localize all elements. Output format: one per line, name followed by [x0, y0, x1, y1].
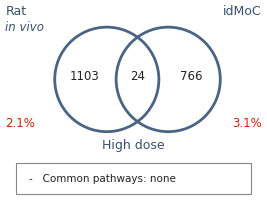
- Text: 1103: 1103: [69, 70, 99, 82]
- Text: 3.1%: 3.1%: [232, 117, 262, 129]
- Text: -   Common pathways: none: - Common pathways: none: [29, 173, 176, 183]
- Text: High dose: High dose: [102, 139, 165, 151]
- Text: in vivo: in vivo: [5, 21, 44, 34]
- Text: idMoC: idMoC: [223, 5, 262, 18]
- FancyBboxPatch shape: [16, 163, 251, 194]
- Text: 24: 24: [130, 70, 145, 82]
- Text: 2.1%: 2.1%: [5, 117, 35, 129]
- Text: Rat: Rat: [5, 5, 26, 18]
- Text: 766: 766: [180, 70, 202, 82]
